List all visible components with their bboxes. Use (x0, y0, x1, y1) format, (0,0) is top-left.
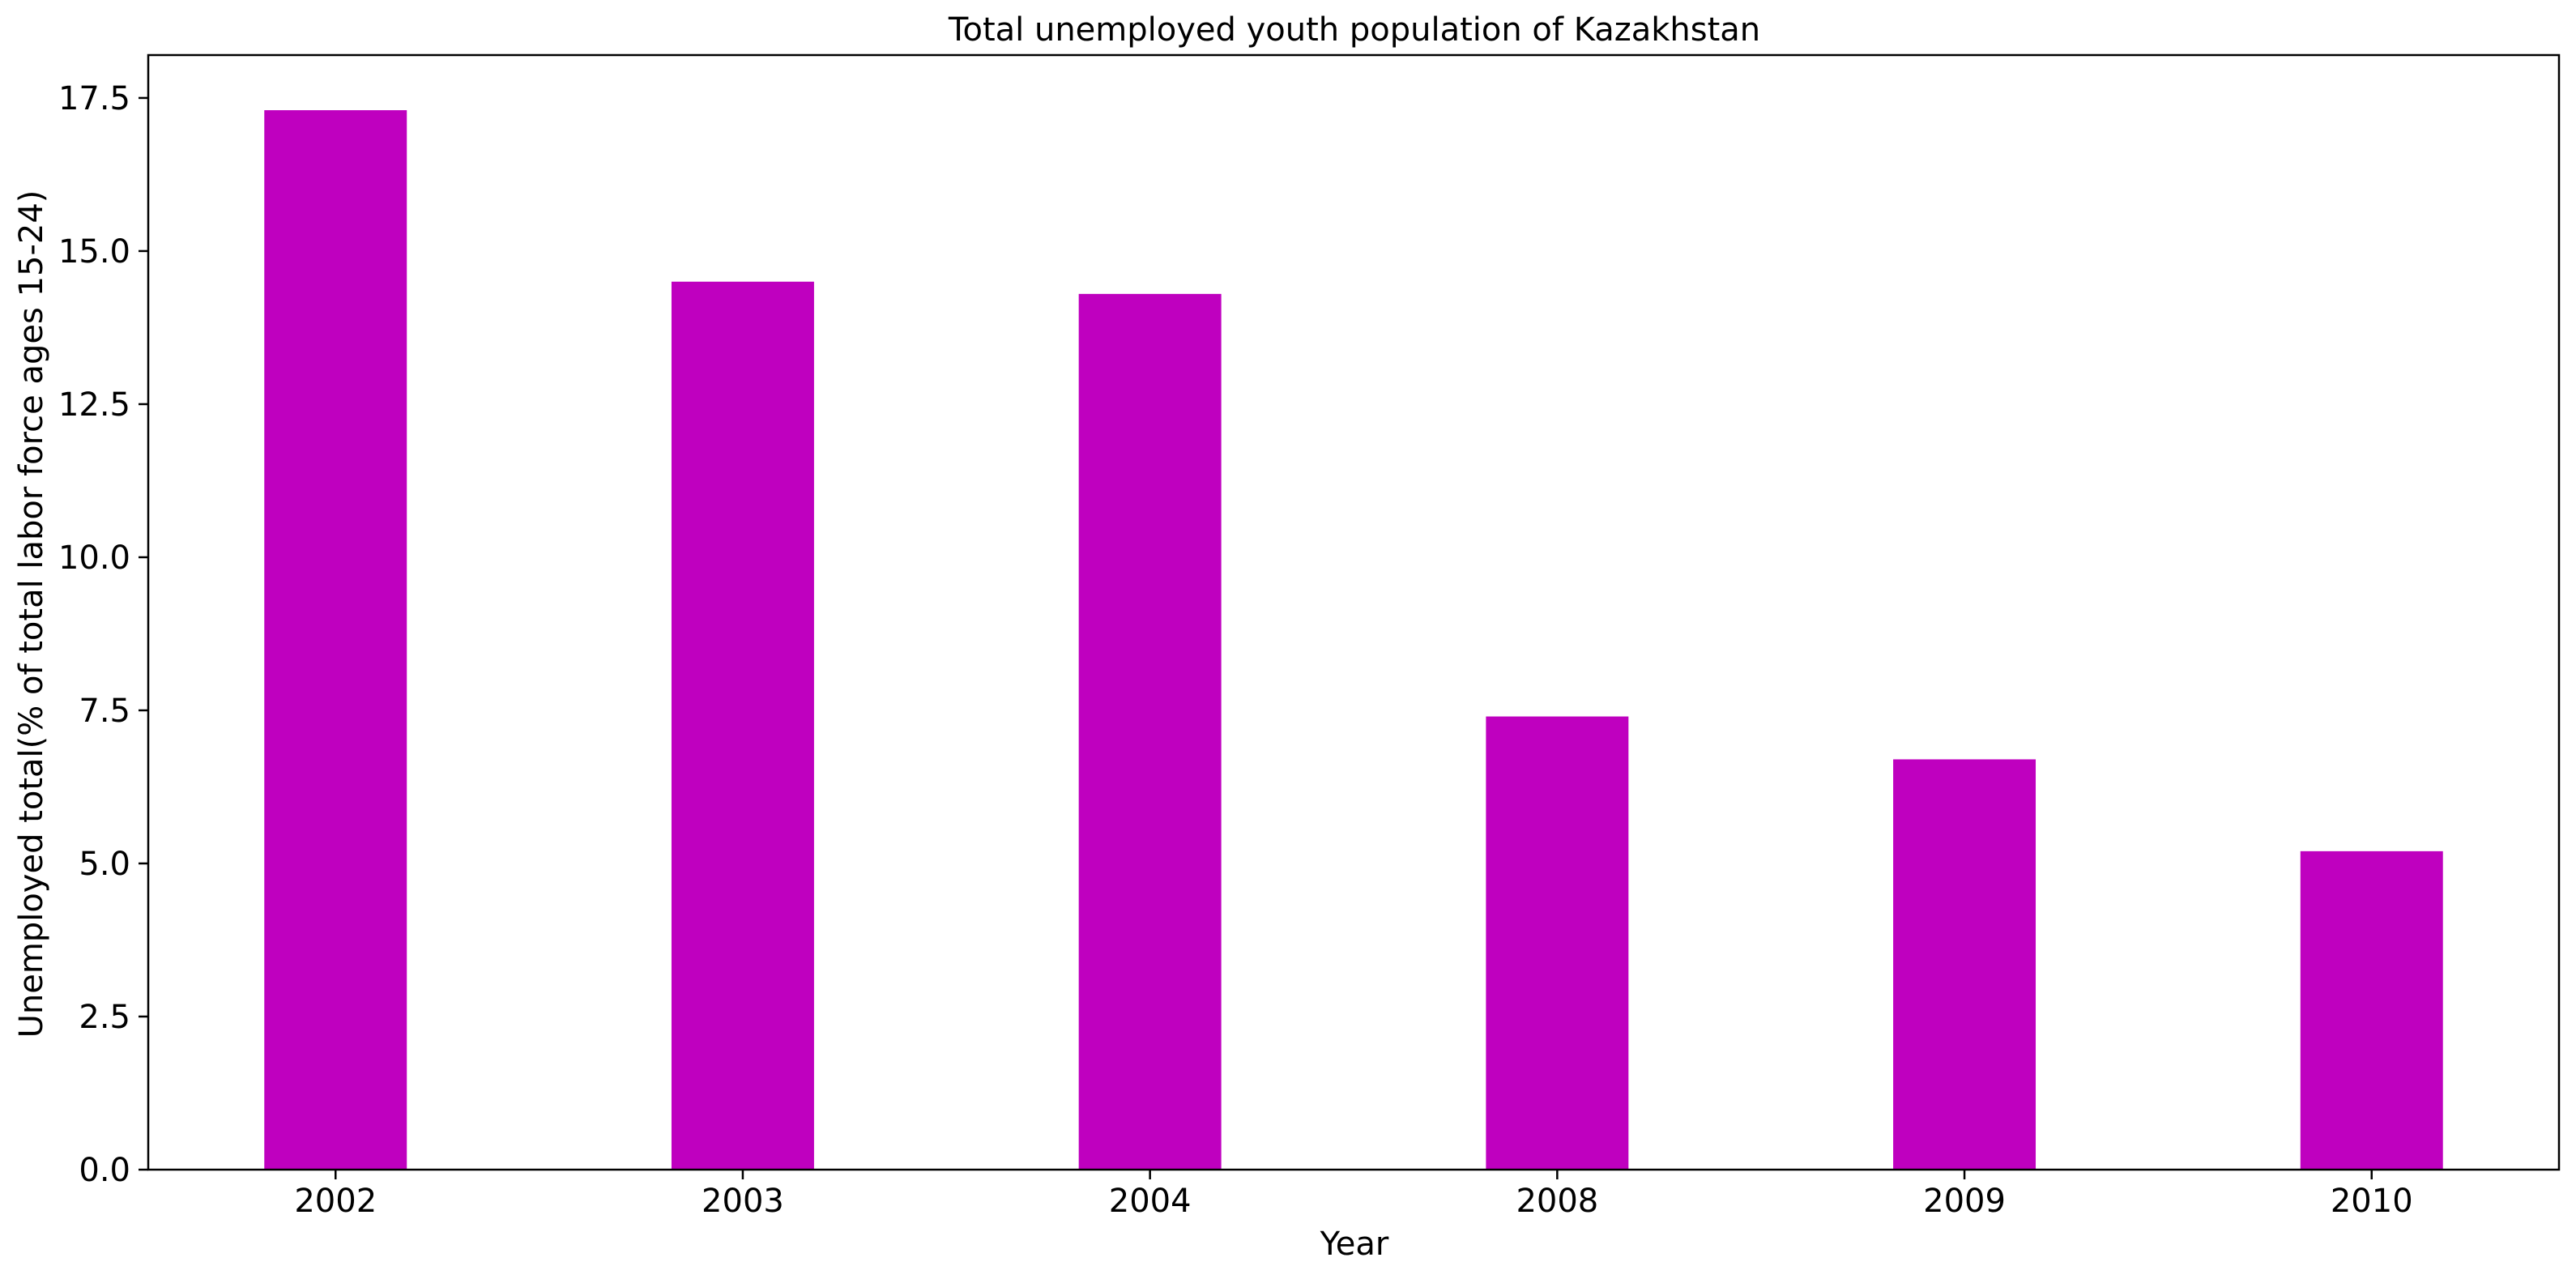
bars-group (264, 110, 2443, 1170)
bar-2003 (671, 281, 814, 1170)
y-tick-label: 7.5 (79, 693, 130, 730)
y-axis-label: Unemployed total(% of total labor force … (13, 190, 50, 1038)
x-tick-label: 2010 (2331, 1183, 2413, 1220)
bar-2010 (2300, 851, 2443, 1170)
y-axis: 0.0 2.5 5.0 7.5 10.0 12.5 15.0 17.5 (58, 80, 148, 1189)
y-tick-label: 0.0 (79, 1152, 130, 1189)
x-tick-label: 2002 (294, 1183, 377, 1220)
bar-2009 (1893, 759, 2036, 1170)
x-tick-label: 2003 (702, 1183, 784, 1220)
y-tick-label: 17.5 (58, 80, 130, 117)
x-tick-label: 2008 (1516, 1183, 1598, 1220)
bar-2008 (1486, 716, 1629, 1170)
plot-frame (147, 53, 2561, 1171)
y-tick-label: 10.0 (58, 539, 130, 577)
y-tick-label: 2.5 (79, 999, 130, 1036)
bar-2002 (264, 110, 407, 1170)
x-axis: 2002 2003 2004 2008 2009 2010 (294, 1170, 2413, 1220)
x-tick-label: 2004 (1109, 1183, 1192, 1220)
y-tick-label: 15.0 (58, 233, 130, 271)
y-tick-label: 12.5 (58, 386, 130, 424)
bar-2004 (1078, 293, 1222, 1170)
chart-title: Total unemployed youth population of Kaz… (948, 11, 1760, 49)
y-tick-label: 5.0 (79, 846, 130, 883)
x-axis-label: Year (1320, 1226, 1389, 1263)
x-tick-label: 2009 (1923, 1183, 2006, 1220)
